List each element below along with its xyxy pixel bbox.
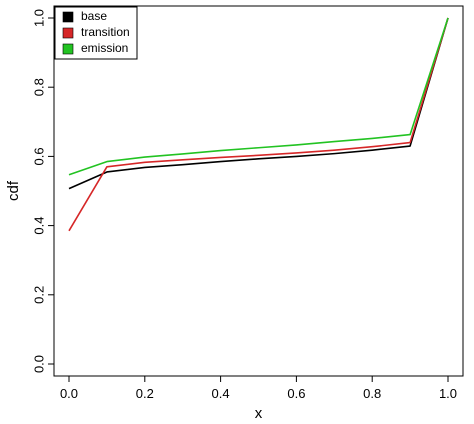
x-axis-title: x: [255, 405, 263, 422]
legend-label-transition: transition: [81, 25, 130, 39]
legend-swatch-emission: [62, 43, 74, 55]
x-tick-label: 0.4: [212, 386, 230, 401]
series-line-transition: [68, 17, 449, 232]
y-tick-label: 0.8: [31, 78, 46, 96]
plot-area: 0.0 0.2 0.4 0.6 0.8 1.0 0.0 0.2 0.4 0.6 0.8 1.0: [31, 5, 464, 401]
plot-frame: [53, 5, 464, 377]
series-layer: [68, 17, 449, 232]
y-axis-title: cdf: [5, 180, 22, 201]
series-line-base: [68, 17, 449, 190]
y-tick-label: 1.0: [31, 9, 46, 27]
x-tick-label: 0.8: [363, 386, 381, 401]
y-tick-label: 0.6: [31, 147, 46, 165]
x-tick-label: 0.0: [60, 386, 78, 401]
legend-label-base: base: [81, 9, 107, 23]
y-tick-label: 0.2: [31, 286, 46, 304]
y-tick-label: 0.0: [31, 355, 46, 373]
x-tick-label: 1.0: [439, 386, 457, 401]
x-tick-label: 0.6: [287, 386, 305, 401]
x-tick-label: 0.2: [136, 386, 154, 401]
legend-swatch-transition: [62, 27, 74, 39]
series-line-emission: [68, 17, 449, 176]
legend: base transition emission: [54, 6, 138, 60]
y-axis: 0.0 0.2 0.4 0.6 0.8 1.0: [31, 9, 55, 373]
legend-label-emission: emission: [81, 41, 128, 55]
legend-swatch-base: [62, 11, 74, 23]
y-tick-label: 0.4: [31, 217, 46, 235]
x-axis: 0.0 0.2 0.4 0.6 0.8 1.0: [60, 375, 457, 401]
